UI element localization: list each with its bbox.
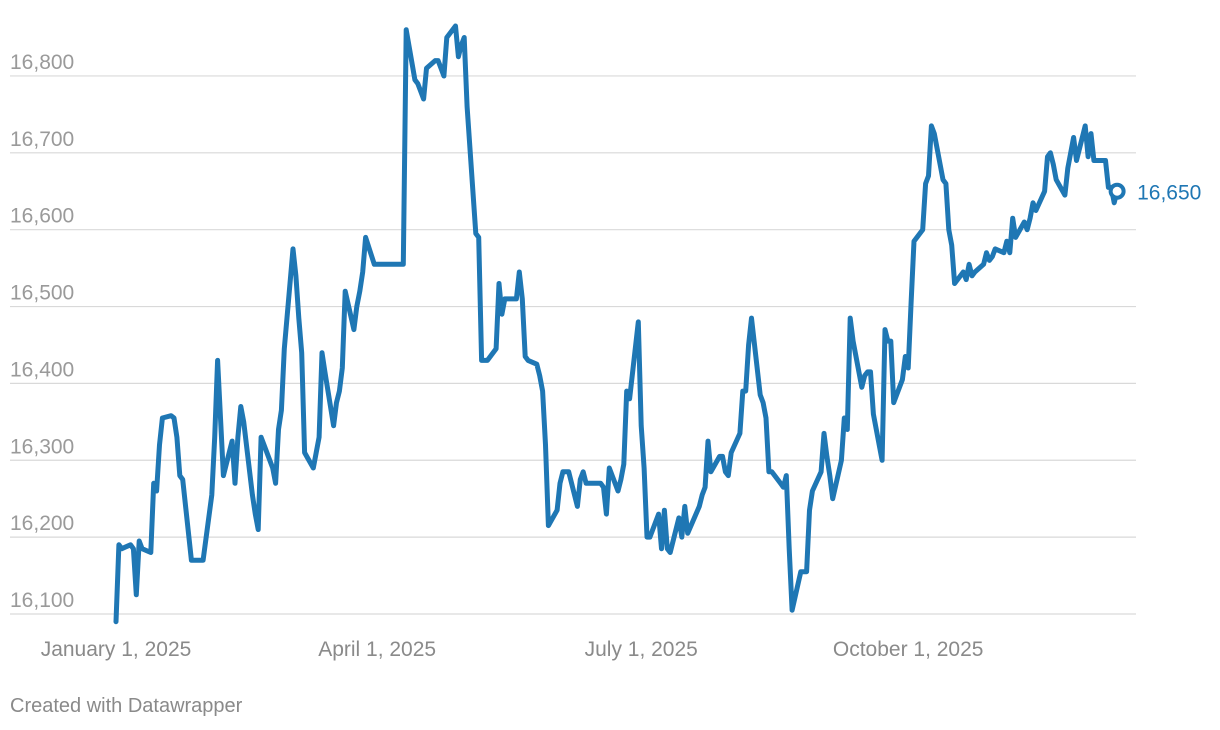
y-tick-label: 16,200 bbox=[10, 512, 74, 535]
y-tick-label: 16,700 bbox=[10, 128, 74, 151]
y-axis-ticks: 16,100 16,200 16,300 16,400 16,500 16,600 16,7… bbox=[10, 51, 74, 612]
end-value-label: 16,650 bbox=[1137, 181, 1201, 204]
y-tick-label: 16,400 bbox=[10, 358, 74, 381]
x-tick-label: July 1, 2025 bbox=[585, 638, 698, 661]
y-tick-label: 16,300 bbox=[10, 435, 74, 458]
x-tick-label: January 1, 2025 bbox=[41, 638, 192, 661]
x-tick-label: April 1, 2025 bbox=[318, 638, 436, 661]
y-tick-label: 16,600 bbox=[10, 205, 74, 228]
grid-lines bbox=[10, 75, 1136, 615]
x-axis-ticks: January 1, 2025 April 1, 2025 July 1, 2025… bbox=[41, 638, 984, 661]
credit-text: Created with Datawrapper bbox=[10, 695, 243, 717]
series-line bbox=[113, 23, 1120, 625]
y-tick-label: 16,500 bbox=[10, 282, 74, 305]
x-tick-label: October 1, 2025 bbox=[833, 638, 984, 661]
y-tick-label: 16,800 bbox=[10, 51, 74, 74]
end-point-marker bbox=[1108, 182, 1126, 200]
chart-svg: 16,100 16,200 16,300 16,400 16,500 16,600 16,7… bbox=[10, 23, 1201, 661]
y-tick-label: 16,100 bbox=[10, 589, 74, 612]
series-layer: 16,650 bbox=[113, 23, 1201, 625]
